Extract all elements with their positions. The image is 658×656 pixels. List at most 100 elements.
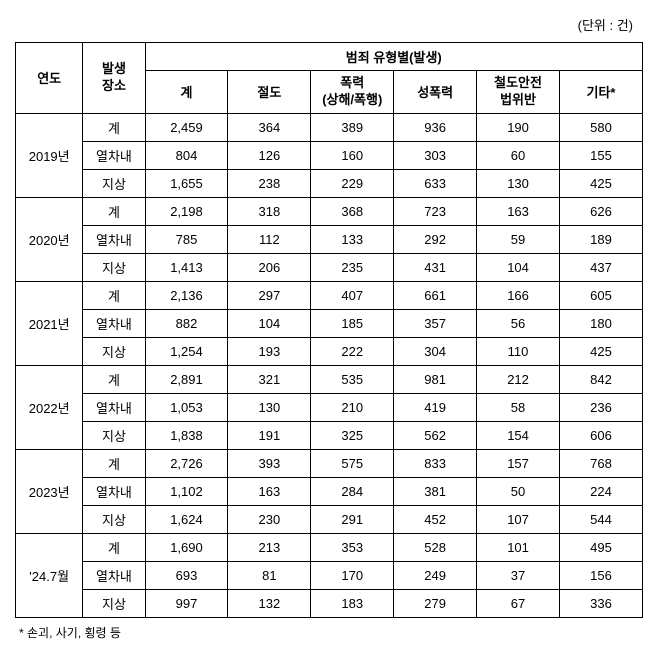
sex-cell: 303	[394, 141, 477, 169]
place-cell: 열차내	[83, 309, 145, 337]
theft-cell: 230	[228, 505, 311, 533]
railway-cell: 166	[477, 281, 560, 309]
violence-cell: 535	[311, 365, 394, 393]
railway-cell: 59	[477, 225, 560, 253]
table-row: 2022년계2,891321535981212842	[16, 365, 643, 393]
theft-cell: 238	[228, 169, 311, 197]
railway-cell: 157	[477, 449, 560, 477]
violence-cell: 284	[311, 477, 394, 505]
other-cell: 437	[559, 253, 642, 281]
place-cell: 계	[83, 197, 145, 225]
table-row: 열차내6938117024937156	[16, 561, 643, 589]
railway-cell: 67	[477, 589, 560, 617]
year-cell: 2019년	[16, 113, 83, 197]
year-cell: 2022년	[16, 365, 83, 449]
table-row: 열차내1,05313021041958236	[16, 393, 643, 421]
theft-cell: 163	[228, 477, 311, 505]
table-row: 2023년계2,726393575833157768	[16, 449, 643, 477]
place-cell: 지상	[83, 337, 145, 365]
header-crime-group: 범죄 유형별(발생)	[145, 43, 642, 71]
other-cell: 155	[559, 141, 642, 169]
total-cell: 693	[145, 561, 228, 589]
sex-cell: 419	[394, 393, 477, 421]
total-cell: 1,254	[145, 337, 228, 365]
sex-cell: 981	[394, 365, 477, 393]
other-cell: 156	[559, 561, 642, 589]
theft-cell: 318	[228, 197, 311, 225]
railway-cell: 101	[477, 533, 560, 561]
theft-cell: 104	[228, 309, 311, 337]
place-cell: 지상	[83, 253, 145, 281]
table-row: 지상1,624230291452107544	[16, 505, 643, 533]
railway-cell: 60	[477, 141, 560, 169]
other-cell: 425	[559, 337, 642, 365]
table-body: 2019년계2,459364389936190580열차내80412616030…	[16, 113, 643, 617]
violence-cell: 368	[311, 197, 394, 225]
crime-table: 연도 발생장소 범죄 유형별(발생) 계 절도 폭력(상해/폭행) 성폭력 철도…	[15, 42, 643, 618]
total-cell: 2,726	[145, 449, 228, 477]
railway-cell: 104	[477, 253, 560, 281]
table-row: 2021년계2,136297407661166605	[16, 281, 643, 309]
place-cell: 지상	[83, 505, 145, 533]
other-cell: 236	[559, 393, 642, 421]
other-cell: 842	[559, 365, 642, 393]
violence-cell: 291	[311, 505, 394, 533]
other-cell: 605	[559, 281, 642, 309]
sex-cell: 452	[394, 505, 477, 533]
total-cell: 785	[145, 225, 228, 253]
theft-cell: 213	[228, 533, 311, 561]
railway-cell: 130	[477, 169, 560, 197]
sex-cell: 562	[394, 421, 477, 449]
table-row: 열차내78511213329259189	[16, 225, 643, 253]
theft-cell: 364	[228, 113, 311, 141]
place-cell: 열차내	[83, 393, 145, 421]
railway-cell: 56	[477, 309, 560, 337]
table-row: 지상1,254193222304110425	[16, 337, 643, 365]
total-cell: 1,053	[145, 393, 228, 421]
total-cell: 1,655	[145, 169, 228, 197]
other-cell: 606	[559, 421, 642, 449]
other-cell: 180	[559, 309, 642, 337]
other-cell: 768	[559, 449, 642, 477]
violence-cell: 222	[311, 337, 394, 365]
table-row: 지상1,413206235431104437	[16, 253, 643, 281]
sex-cell: 661	[394, 281, 477, 309]
railway-cell: 37	[477, 561, 560, 589]
theft-cell: 193	[228, 337, 311, 365]
railway-cell: 190	[477, 113, 560, 141]
table-row: 지상99713218327967336	[16, 589, 643, 617]
railway-cell: 110	[477, 337, 560, 365]
theft-cell: 126	[228, 141, 311, 169]
sex-cell: 279	[394, 589, 477, 617]
other-cell: 544	[559, 505, 642, 533]
other-cell: 580	[559, 113, 642, 141]
table-row: 열차내1,10216328438150224	[16, 477, 643, 505]
place-cell: 계	[83, 533, 145, 561]
place-cell: 열차내	[83, 141, 145, 169]
railway-cell: 107	[477, 505, 560, 533]
sex-cell: 936	[394, 113, 477, 141]
theft-cell: 130	[228, 393, 311, 421]
total-cell: 2,891	[145, 365, 228, 393]
sex-cell: 249	[394, 561, 477, 589]
violence-cell: 229	[311, 169, 394, 197]
railway-cell: 154	[477, 421, 560, 449]
other-cell: 495	[559, 533, 642, 561]
place-cell: 열차내	[83, 561, 145, 589]
violence-cell: 325	[311, 421, 394, 449]
railway-cell: 50	[477, 477, 560, 505]
header-year: 연도	[16, 43, 83, 114]
header-railway: 철도안전법위반	[477, 71, 560, 114]
table-row: '24.7월계1,690213353528101495	[16, 533, 643, 561]
table-row: 지상1,838191325562154606	[16, 421, 643, 449]
table-row: 2020년계2,198318368723163626	[16, 197, 643, 225]
year-cell: 2020년	[16, 197, 83, 281]
total-cell: 997	[145, 589, 228, 617]
total-cell: 1,413	[145, 253, 228, 281]
unit-label: (단위 : 건)	[15, 15, 643, 34]
violence-cell: 185	[311, 309, 394, 337]
header-theft: 절도	[228, 71, 311, 114]
place-cell: 계	[83, 281, 145, 309]
violence-cell: 170	[311, 561, 394, 589]
table-row: 2019년계2,459364389936190580	[16, 113, 643, 141]
